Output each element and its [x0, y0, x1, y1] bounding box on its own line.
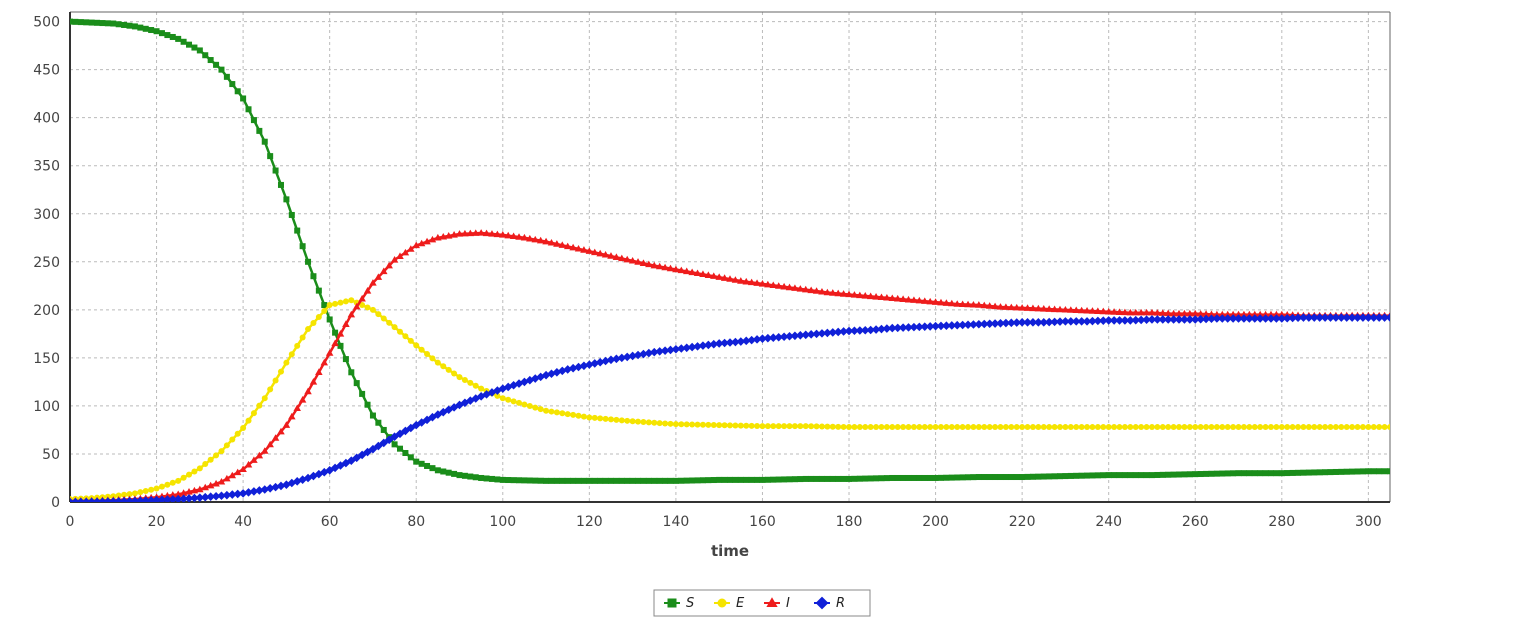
x-tick: 300	[1355, 514, 1382, 530]
x-tick: 240	[1095, 514, 1122, 530]
x-tick: 20	[148, 514, 166, 530]
y-tick: 100	[33, 399, 60, 415]
y-tick: 300	[33, 207, 60, 223]
y-tick: 400	[33, 111, 60, 127]
y-tick: 450	[33, 63, 60, 79]
x-tick: 0	[66, 514, 75, 530]
x-tick: 40	[234, 514, 252, 530]
x-tick: 180	[836, 514, 863, 530]
y-tick: 500	[33, 15, 60, 31]
seir-line-chart: 0 20 40 60 80 100 120 140 160 180 200 220 240 260 280 3…	[0, 0, 1524, 638]
y-tick: 0	[51, 495, 60, 511]
x-tick: 220	[1009, 514, 1036, 530]
legend: SEIR	[654, 590, 870, 616]
x-tick: 120	[576, 514, 603, 530]
legend-label-I: I	[786, 596, 790, 611]
x-tick: 260	[1182, 514, 1209, 530]
y-tick: 200	[33, 303, 60, 319]
y-tick: 250	[33, 255, 60, 271]
chart-svg: 0 20 40 60 80 100 120 140 160 180 200 220 240 260 280 3…	[0, 0, 1524, 638]
y-tick: 50	[42, 447, 60, 463]
x-axis-label: time	[711, 542, 749, 560]
legend-label-R: R	[836, 596, 845, 611]
legend-label-S: S	[686, 596, 694, 611]
y-tick: 150	[33, 351, 60, 367]
x-tick: 80	[407, 514, 425, 530]
x-tick: 160	[749, 514, 776, 530]
y-tick: 350	[33, 159, 60, 175]
x-tick: 140	[663, 514, 690, 530]
x-tick: 60	[321, 514, 339, 530]
legend-label-E: E	[736, 596, 745, 611]
x-tick: 100	[489, 514, 516, 530]
x-tick: 280	[1268, 514, 1295, 530]
x-tick: 200	[922, 514, 949, 530]
